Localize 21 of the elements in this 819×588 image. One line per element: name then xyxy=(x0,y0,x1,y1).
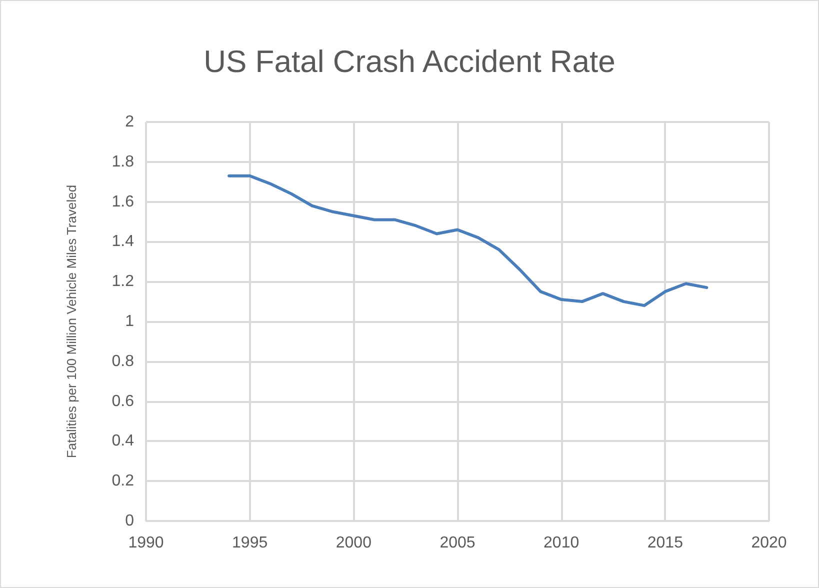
y-tick-label: 0.2 xyxy=(112,472,134,490)
chart-title: US Fatal Crash Accident Rate xyxy=(204,44,616,79)
y-tick-label: 1.4 xyxy=(112,233,134,250)
x-tick-label: 2005 xyxy=(440,534,476,552)
x-tick-label: 1990 xyxy=(128,534,164,552)
y-tick-label: 0.6 xyxy=(112,392,134,410)
y-tick-label: 1.8 xyxy=(112,153,134,170)
x-tick-label: 2000 xyxy=(336,534,372,552)
x-tick-label: 1995 xyxy=(232,534,268,552)
x-tick-label: 2020 xyxy=(751,534,787,552)
y-tick-label: 1 xyxy=(125,313,134,330)
y-tick-label: 1.2 xyxy=(112,273,134,290)
x-tick-label: 2015 xyxy=(647,534,684,552)
y-tick-label: 1.6 xyxy=(112,193,134,210)
x-tick-label: 2010 xyxy=(544,534,580,552)
y-tick-label: 0.8 xyxy=(112,352,134,370)
y-tick-label: 0 xyxy=(125,512,134,530)
line-series xyxy=(228,174,708,308)
y-tick-label: 2 xyxy=(125,114,134,130)
y-tick-label: 0.4 xyxy=(112,432,134,450)
y-axis-title: Fatalities per 100 Million Vehicle Miles Traveled xyxy=(64,184,79,458)
